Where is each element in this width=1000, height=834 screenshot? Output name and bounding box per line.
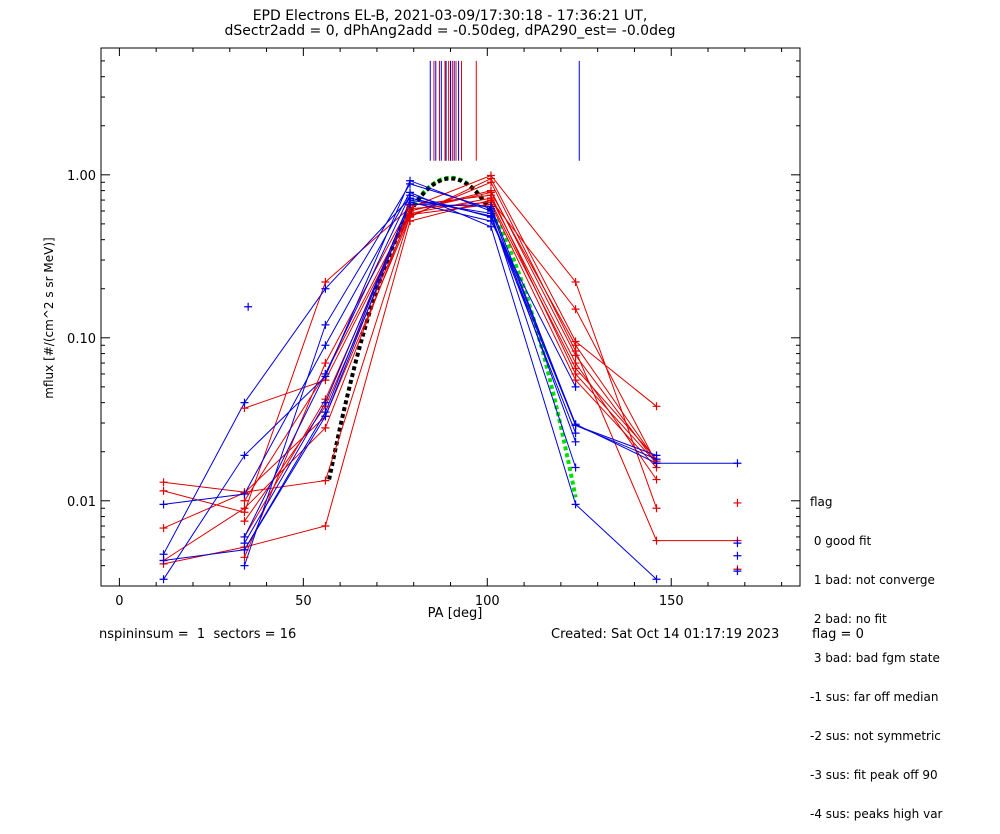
y-tick-label: 0.10: [67, 332, 96, 347]
series-red-point: [652, 536, 661, 545]
series-red-point: [240, 508, 249, 517]
extra-blue-point: [733, 551, 742, 560]
x-tick-label: 0: [115, 594, 123, 609]
series-red-line: [244, 191, 657, 502]
series-red-point: [571, 351, 580, 360]
footer-flag: flag = 0: [812, 627, 864, 642]
extra-blue-point: [733, 539, 742, 548]
legend-item-bad-fgm: 3 bad: bad fgm state: [810, 651, 940, 665]
chart-title-line2: dSectr2add = 0, dPhAng2add = -0.50deg, d…: [224, 23, 676, 39]
y-axis-label: mflux [#/(cm^2 s sr MeV)]: [42, 237, 56, 398]
series-blue-point: [406, 179, 415, 188]
legend-item-peaks-high-var: -4 sus: peaks high var: [810, 807, 943, 821]
series-red-point: [571, 341, 580, 350]
series-red-point: [159, 478, 168, 487]
series-red-point: [571, 364, 580, 373]
series-blue-point: [321, 320, 330, 329]
series-red-point: [159, 524, 168, 533]
axes: 0 50 100 150 0.01 0.10 1.00: [67, 47, 801, 609]
series-red-line: [163, 177, 657, 529]
series-blue-point: [406, 198, 415, 207]
series-red-point: [652, 402, 661, 411]
series-blue-point: [240, 451, 249, 460]
series-blue-point: [571, 500, 580, 509]
x-tick-label: 150: [659, 594, 684, 609]
series-blue-point: [406, 191, 415, 200]
series-blue-point: [240, 561, 249, 570]
x-tick-label: 100: [475, 594, 500, 609]
series-blue-point: [321, 398, 330, 407]
series-blue-point: [159, 500, 168, 509]
series-red-point: [159, 486, 168, 495]
series-blue-point: [321, 341, 330, 350]
series-red-line: [244, 201, 657, 538]
series-red-point: [571, 376, 580, 385]
series-red-point: [321, 277, 330, 286]
series-blue-point: [486, 217, 495, 226]
legend-item-far-off-median: -1 sus: far off median: [810, 690, 939, 704]
series-red-point: [406, 206, 415, 215]
series-red-point: [652, 504, 661, 513]
series-blue-point: [733, 459, 742, 468]
series-blue-point: [240, 398, 249, 407]
series-red-point: [321, 359, 330, 368]
series-red-line: [163, 174, 657, 513]
series-blue-point: [321, 369, 330, 378]
series-red-line: [244, 194, 657, 558]
legend-item-no-fit: 2 bad: no fit: [810, 612, 887, 626]
series-blue-point: [571, 421, 580, 430]
series-blue-line: [163, 180, 738, 580]
series-blue-point: [240, 539, 249, 548]
legend-item-good-fit: 0 good fit: [810, 534, 872, 548]
extra-blue-point: [733, 567, 742, 576]
series-red-line: [244, 203, 657, 522]
series-red-point: [571, 305, 580, 314]
y-tick-label: 1.00: [67, 169, 96, 184]
extra-red-point: [733, 498, 742, 507]
series-blue-point: [321, 408, 330, 417]
chart-plot: 0 50 100 150 0.01 0.10 1.00 PA [deg] mflux [#/…: [42, 47, 801, 621]
series-red-point: [486, 188, 495, 197]
x-tick-label: 50: [295, 594, 312, 609]
series-blue-point: [571, 463, 580, 472]
series-red-point: [652, 475, 661, 484]
series-blue-point: [159, 575, 168, 584]
series-red-point: [321, 476, 330, 485]
series-blue-point: [240, 490, 249, 499]
extra-blue-point: [244, 302, 253, 311]
flag-legend: flag 0 good fit 1 bad: not converge 2 ba…: [810, 470, 942, 834]
series-blue-point: [240, 545, 249, 554]
series-red-point: [571, 277, 580, 286]
series-red-line: [244, 197, 657, 480]
series-blue-point: [652, 455, 661, 464]
series-blue-point: [321, 284, 330, 293]
series-blue-point: [159, 556, 168, 565]
y-tick-label: 0.01: [67, 495, 96, 510]
legend-item-peak-off-90: -3 sus: fit peak off 90: [810, 768, 938, 782]
series-blue-point: [571, 437, 580, 446]
footer-created: Created: Sat Oct 14 01:17:19 2023: [551, 627, 780, 642]
chart-title-line1: EPD Electrons EL-B, 2021-03-09/17:30:18 …: [252, 8, 648, 24]
series-red-point: [240, 496, 249, 505]
series-blue-point: [652, 575, 661, 584]
series-blue-line: [244, 183, 577, 566]
series-blue-line: [163, 191, 657, 580]
x-axis-label: PA [deg]: [428, 606, 483, 621]
series-blue-line: [244, 201, 577, 544]
series-red-line: [163, 181, 738, 542]
legend-title: flag: [810, 495, 833, 509]
legend-item-not-converge: 1 bad: not converge: [810, 573, 935, 587]
series-red-point: [321, 522, 330, 531]
series-red-point: [240, 517, 249, 526]
series-red-point: [240, 553, 249, 562]
data-markers: [159, 60, 742, 584]
footer-nspin: nspininsum = 1 sectors = 16: [99, 627, 297, 642]
data-lines: [163, 174, 738, 580]
series-red-point: [321, 423, 330, 432]
legend-item-not-symmetric: -2 sus: not symmetric: [810, 729, 941, 743]
series-blue-point: [571, 429, 580, 438]
series-red-point: [486, 171, 495, 180]
series-blue-point: [571, 382, 580, 391]
